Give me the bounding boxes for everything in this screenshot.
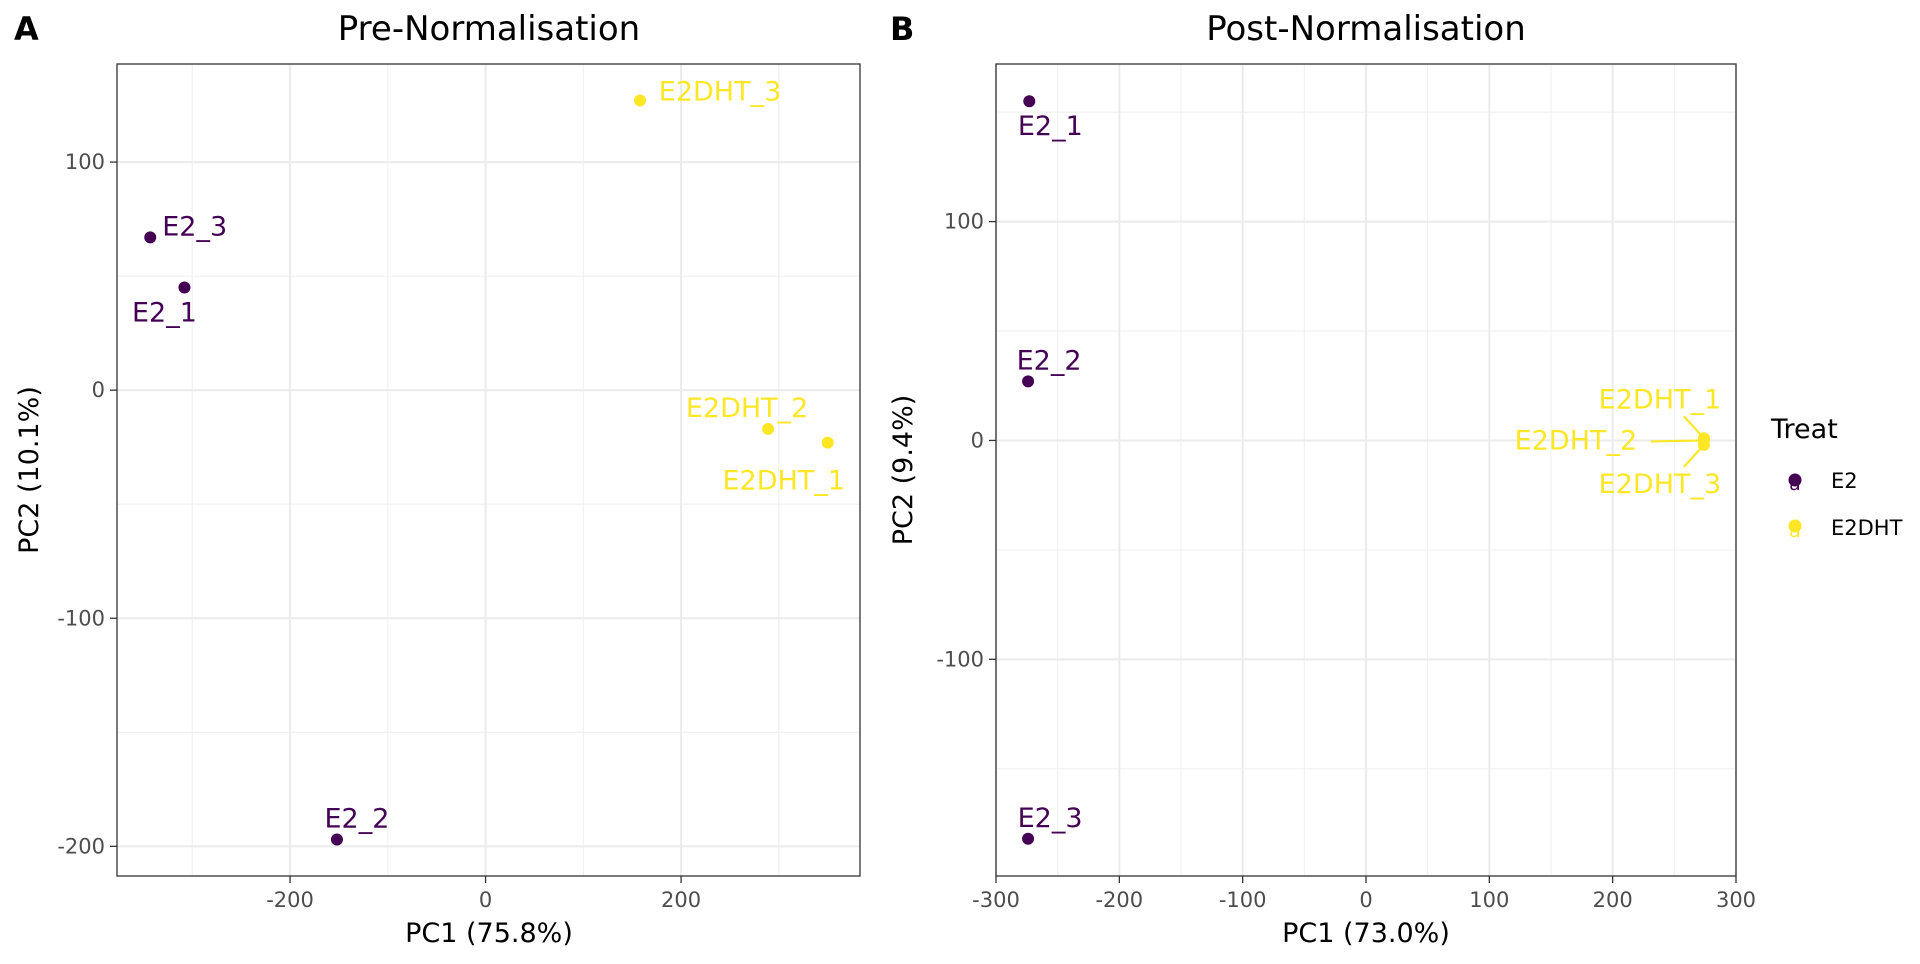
legend-label-e2dht: E2DHT: [1831, 516, 1903, 540]
point-labels-b: E2_1 E2_2 E2_3 E2DHT_1 E2DHT_2 E2DHT_3: [1017, 111, 1722, 834]
point-e2-1: [1023, 95, 1036, 108]
legend-key-e2dht: [1788, 519, 1802, 533]
point-label-e2dht-1: E2DHT_1: [1599, 384, 1722, 415]
plot-border-a: [116, 63, 861, 877]
leader-line-e2dht-2: [1650, 439, 1704, 443]
y-tick-label: 0: [971, 428, 984, 452]
axis-ticks-b: -300 -200 -100 0 100 200 300 -100 0 100: [936, 210, 1756, 912]
point-e2-3: [1022, 832, 1035, 845]
point-label-e2dht-2: E2DHT_2: [686, 393, 809, 424]
point-label-e2-1: E2_1: [132, 298, 197, 329]
panel-b: B Post-Normalisation E2_1 E2_2 E2_3 E2DHT_1…: [888, 9, 1756, 949]
point-label-e2dht-3: E2DHT_3: [1599, 469, 1722, 500]
point-e2dht-1: [821, 436, 834, 449]
point-label-e2-2: E2_2: [1017, 345, 1082, 376]
x-tick-label: -200: [1095, 888, 1143, 912]
legend-item-e2: a E2: [1788, 469, 1858, 495]
legend-label-e2: E2: [1831, 469, 1858, 493]
grid-b: [995, 64, 1737, 876]
y-axis-title-a: PC2 (10.1%): [14, 386, 45, 554]
point-label-e2dht-1: E2DHT_1: [722, 466, 845, 497]
panel-title-b: Post-Normalisation: [1206, 9, 1526, 49]
panel-title-a: Pre-Normalisation: [338, 9, 640, 49]
point-label-e2-3: E2_3: [1018, 803, 1083, 834]
axis-ticks-a: -200 0 200 -200 -100 0 100: [57, 150, 701, 912]
point-labels-a: E2_3 E2_1 E2_2 E2DHT_3 E2DHT_2 E2DHT_1: [132, 76, 845, 834]
legend-key-glyph-e2: a: [1789, 473, 1801, 495]
plot-background-a: [117, 64, 860, 876]
x-tick-label: -300: [972, 888, 1020, 912]
x-tick-label: 300: [1716, 888, 1756, 912]
x-tick-label: 200: [1593, 888, 1633, 912]
legend-key-glyph-e2dht: a: [1789, 520, 1801, 542]
legend-key-e2: [1788, 473, 1802, 487]
point-label-e2dht-3: E2DHT_3: [659, 76, 782, 107]
y-tick-label: -100: [57, 606, 105, 630]
x-tick-label: -100: [1219, 888, 1267, 912]
panel-tag-a: A: [14, 10, 39, 48]
points-a: [144, 94, 834, 846]
x-axis-title-b: PC1 (73.0%): [1282, 918, 1450, 949]
point-e2dht-3: [1697, 438, 1710, 451]
points-b: [1022, 95, 1710, 845]
y-tick-label: -200: [57, 834, 105, 858]
x-tick-label: 0: [1359, 888, 1372, 912]
x-tick-label: 0: [479, 888, 492, 912]
point-e2-2: [1022, 375, 1035, 388]
point-e2-3: [144, 231, 157, 244]
point-e2-2: [330, 833, 343, 846]
y-tick-label: 100: [65, 150, 105, 174]
point-label-e2-1: E2_1: [1018, 111, 1083, 142]
y-tick-label: -100: [936, 647, 984, 671]
x-tick-label: -200: [266, 888, 314, 912]
point-e2dht-2: [762, 422, 775, 435]
panel-tag-b: B: [890, 10, 914, 48]
x-tick-label: 200: [661, 888, 701, 912]
point-label-e2-3: E2_3: [162, 211, 227, 242]
legend: Treat a E2 a E2DHT: [1770, 414, 1903, 542]
y-tick-label: 0: [92, 378, 105, 402]
panel-a: A Pre-Normalisation E2_3E2_1E2_2E2DHT_3E…: [14, 9, 861, 949]
x-axis-title-a: PC1 (75.8%): [405, 918, 573, 949]
y-axis-title-b: PC2 (9.4%): [888, 395, 919, 546]
point-label-e2dht-2: E2DHT_2: [1515, 425, 1638, 456]
x-tick-label: 100: [1469, 888, 1509, 912]
legend-title: Treat: [1770, 414, 1838, 445]
point-label-e2-2: E2_2: [325, 804, 390, 835]
y-tick-label: 100: [944, 210, 984, 234]
legend-item-e2dht: a E2DHT: [1788, 516, 1903, 542]
point-e2-1: [178, 281, 191, 294]
grid-a: [117, 64, 860, 876]
point-e2dht-3: [634, 94, 647, 107]
